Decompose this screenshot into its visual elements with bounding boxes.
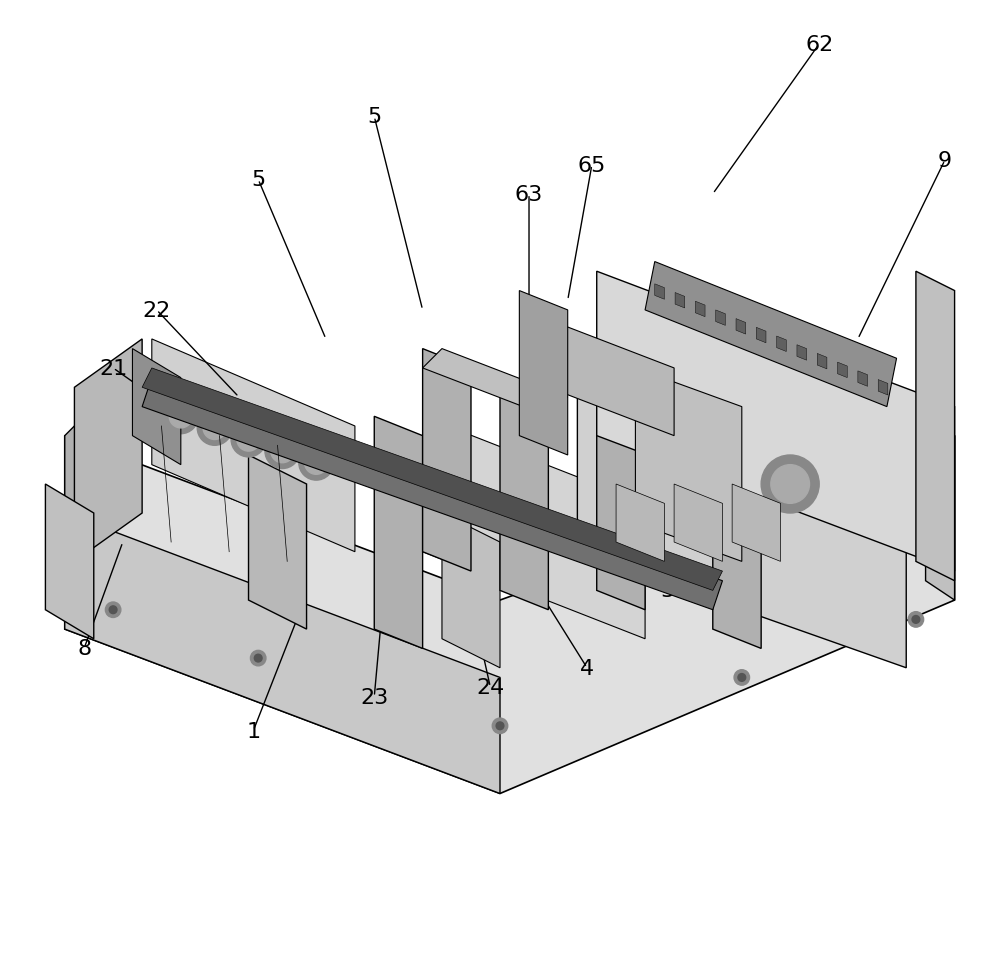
Polygon shape bbox=[548, 320, 674, 436]
Text: 32: 32 bbox=[660, 580, 688, 601]
Polygon shape bbox=[732, 484, 780, 562]
Polygon shape bbox=[838, 362, 847, 378]
Text: 8: 8 bbox=[77, 639, 91, 659]
Text: 65: 65 bbox=[578, 156, 606, 175]
Text: 22: 22 bbox=[143, 300, 171, 321]
Polygon shape bbox=[695, 302, 705, 317]
Polygon shape bbox=[132, 349, 181, 465]
Circle shape bbox=[163, 399, 198, 434]
Polygon shape bbox=[577, 349, 906, 668]
Polygon shape bbox=[655, 285, 664, 300]
Text: 9: 9 bbox=[938, 151, 952, 171]
Circle shape bbox=[738, 673, 746, 681]
Text: 5: 5 bbox=[367, 108, 381, 127]
Polygon shape bbox=[423, 417, 645, 640]
Circle shape bbox=[109, 607, 117, 614]
Text: 21: 21 bbox=[99, 359, 127, 379]
Polygon shape bbox=[645, 263, 897, 407]
Polygon shape bbox=[716, 311, 725, 326]
Polygon shape bbox=[675, 294, 685, 309]
Polygon shape bbox=[442, 514, 500, 668]
Circle shape bbox=[203, 417, 226, 440]
Polygon shape bbox=[858, 371, 868, 387]
Polygon shape bbox=[519, 292, 568, 455]
Polygon shape bbox=[74, 339, 142, 562]
Circle shape bbox=[271, 440, 294, 463]
Polygon shape bbox=[926, 417, 955, 601]
Circle shape bbox=[761, 455, 819, 514]
Polygon shape bbox=[756, 328, 766, 343]
Text: 24: 24 bbox=[476, 677, 504, 698]
Polygon shape bbox=[797, 345, 807, 360]
Circle shape bbox=[169, 405, 192, 428]
Text: 63: 63 bbox=[515, 185, 543, 204]
Circle shape bbox=[771, 465, 810, 504]
Circle shape bbox=[496, 722, 504, 730]
Circle shape bbox=[912, 616, 920, 624]
Polygon shape bbox=[374, 417, 423, 649]
Text: 1: 1 bbox=[246, 721, 260, 741]
Text: 62: 62 bbox=[805, 35, 833, 55]
Circle shape bbox=[231, 422, 266, 457]
Circle shape bbox=[492, 718, 508, 734]
Polygon shape bbox=[878, 380, 888, 395]
Polygon shape bbox=[423, 349, 471, 572]
Circle shape bbox=[265, 434, 300, 469]
Polygon shape bbox=[423, 349, 568, 417]
Text: 4: 4 bbox=[580, 658, 594, 678]
Polygon shape bbox=[817, 354, 827, 369]
Polygon shape bbox=[500, 388, 548, 610]
Polygon shape bbox=[777, 336, 786, 352]
Polygon shape bbox=[65, 514, 500, 794]
Circle shape bbox=[105, 603, 121, 618]
Polygon shape bbox=[65, 407, 94, 630]
Polygon shape bbox=[736, 319, 746, 334]
Polygon shape bbox=[249, 455, 307, 630]
Circle shape bbox=[305, 452, 328, 475]
Polygon shape bbox=[674, 484, 722, 562]
Polygon shape bbox=[713, 417, 761, 649]
Circle shape bbox=[734, 670, 750, 685]
Text: 31: 31 bbox=[757, 551, 785, 572]
Polygon shape bbox=[616, 484, 664, 562]
Polygon shape bbox=[635, 368, 742, 562]
Text: 5: 5 bbox=[251, 171, 265, 190]
Circle shape bbox=[299, 446, 334, 481]
Polygon shape bbox=[597, 388, 645, 610]
Polygon shape bbox=[45, 484, 94, 640]
Circle shape bbox=[908, 612, 924, 628]
Circle shape bbox=[250, 651, 266, 666]
Text: 34: 34 bbox=[902, 475, 930, 494]
Polygon shape bbox=[597, 272, 955, 572]
Polygon shape bbox=[152, 339, 355, 552]
Text: 33: 33 bbox=[853, 518, 882, 538]
Polygon shape bbox=[65, 436, 955, 794]
Polygon shape bbox=[142, 378, 722, 610]
Circle shape bbox=[237, 428, 260, 452]
Circle shape bbox=[197, 411, 232, 446]
Circle shape bbox=[254, 654, 262, 662]
Polygon shape bbox=[916, 272, 955, 581]
Text: 23: 23 bbox=[360, 687, 388, 707]
Polygon shape bbox=[142, 368, 722, 591]
